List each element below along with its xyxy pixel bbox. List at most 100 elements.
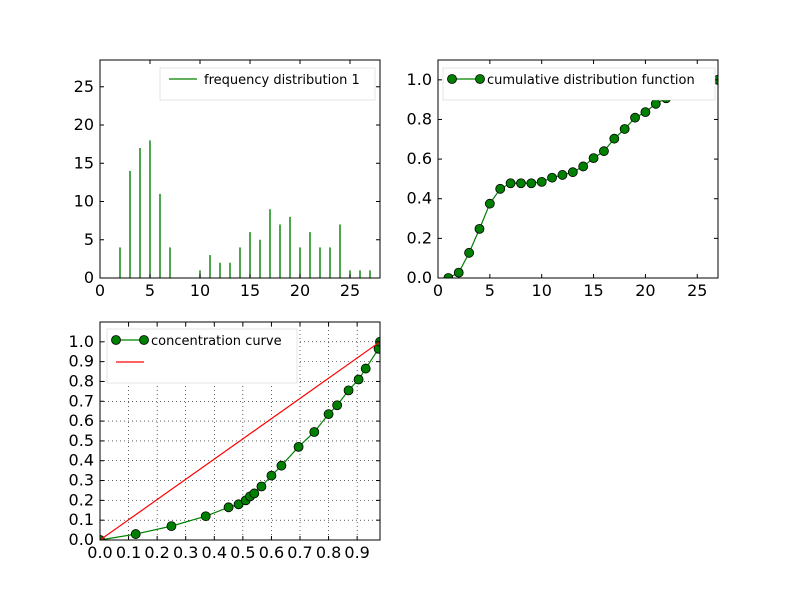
data-point [599, 146, 609, 157]
y-tick-label: 15 [74, 153, 94, 172]
y-tick-label: 0.1 [69, 510, 94, 529]
y-tick-label: 0.6 [407, 149, 432, 168]
axes-frame [437, 59, 719, 279]
x-tick-label: 0.8 [316, 543, 341, 562]
y-tick-label: 0.4 [407, 189, 432, 208]
plot-area [119, 140, 371, 278]
x-tick-label: 0.9 [344, 543, 369, 562]
data-point [249, 488, 260, 499]
x-tick-label: 20 [290, 281, 310, 300]
data-point [578, 161, 589, 172]
data-point [557, 170, 568, 180]
data-point [464, 247, 475, 258]
y-tick-label: 1.0 [69, 332, 94, 351]
x-tick-label: 0.4 [202, 543, 227, 562]
series-line [448, 79, 718, 278]
y-tick-label: 0 [84, 268, 94, 287]
data-point [343, 385, 354, 396]
legend-label: frequency distribution 1 [204, 73, 360, 88]
y-tick-label: 0.6 [69, 411, 94, 430]
x-tick-label: 0 [433, 281, 443, 300]
y-tick-label: 5 [84, 230, 94, 249]
data-point [166, 521, 177, 532]
x-tick-label: 20 [635, 281, 655, 300]
data-point [276, 460, 287, 471]
x-tick-label: 0.3 [173, 543, 198, 562]
plot-area [100, 336, 380, 540]
y-tick-label: 20 [74, 115, 94, 134]
x-tick-label: 0.0 [87, 543, 112, 562]
y-tick-label: 0.2 [69, 490, 94, 509]
x-tick-label: 25 [687, 281, 707, 300]
y-tick-label: 25 [74, 77, 94, 96]
data-point [223, 502, 234, 513]
y-tick-label: 0.0 [69, 530, 94, 549]
data-point [323, 409, 334, 420]
data-point [266, 470, 277, 481]
subplot-2: 0 5 10 15 20 25 0.0 0.2 0.4 0.6 0.8 1.0 cumulative d… [407, 59, 719, 300]
data-point [484, 198, 495, 209]
y-tick-label: 10 [74, 192, 94, 211]
data-point [360, 363, 371, 374]
x-tick-label: 10 [190, 281, 210, 300]
data-point [256, 481, 267, 492]
data-point [619, 124, 630, 134]
axes-frame [99, 59, 381, 279]
y-tick-label: 0.3 [69, 471, 94, 490]
data-point [640, 107, 651, 118]
x-tick-label: 0.7 [287, 543, 312, 562]
y-tick-label: 0.4 [69, 451, 94, 470]
series-line [100, 341, 380, 540]
x-tick-label: 10 [532, 281, 552, 300]
legend-box [159, 67, 376, 101]
x-tick-label: 0.2 [144, 543, 169, 562]
data-point [609, 133, 620, 144]
y-tick-label: 0.0 [407, 268, 432, 287]
data-point [200, 511, 211, 522]
x-tick-label: 15 [240, 281, 260, 300]
subplot-3: 0.0 0.1 0.2 0.3 0.4 0.5 0.6 0.7 0.8 0.90.00.10.20… [69, 321, 381, 562]
x-tick-label: 15 [583, 281, 603, 300]
legend-label: cumulative distribution function [487, 73, 695, 88]
data-point [443, 273, 454, 278]
y-tick-label: 0.5 [69, 431, 94, 450]
data-point [630, 112, 640, 123]
axes-frame [99, 321, 381, 541]
legend-label: concentration curve [151, 334, 282, 349]
data-point [293, 441, 304, 452]
y-tick-label: 0.2 [407, 228, 432, 247]
data-point [495, 183, 506, 194]
data-point [505, 178, 516, 189]
data-point [474, 223, 485, 234]
data-point [650, 98, 661, 109]
data-point [332, 400, 343, 411]
data-point [567, 167, 578, 178]
data-point [309, 427, 320, 437]
x-tick-label: 25 [340, 281, 360, 300]
x-tick-label: 0.1 [116, 543, 141, 562]
y-tick-label: 0.9 [69, 352, 94, 371]
x-tick-label: 0 [95, 281, 105, 300]
legend-box [442, 67, 716, 101]
y-tick-label: 0.7 [69, 391, 94, 410]
data-point [526, 178, 537, 189]
data-point [453, 267, 464, 278]
y-tick-label: 1.0 [407, 70, 432, 89]
y-tick-label: 0.8 [69, 371, 94, 390]
data-point [536, 176, 547, 187]
subplot-1: 0 5 10 15 20 25 0 5 10 15 20 25 frequency distributi… [74, 59, 381, 300]
y-tick-label: 0.8 [407, 109, 432, 128]
data-point [547, 172, 557, 183]
legend: concentration curve [106, 328, 298, 384]
legend: cumulative distribution function [442, 67, 716, 101]
data-point [588, 153, 599, 164]
legend-marker [139, 335, 149, 345]
legend-marker [447, 74, 457, 84]
x-tick-label: 0.5 [230, 543, 255, 562]
data-point [353, 374, 364, 385]
plot-area [443, 74, 718, 278]
legend: frequency distribution 1 [159, 67, 376, 101]
data-point [130, 529, 141, 539]
